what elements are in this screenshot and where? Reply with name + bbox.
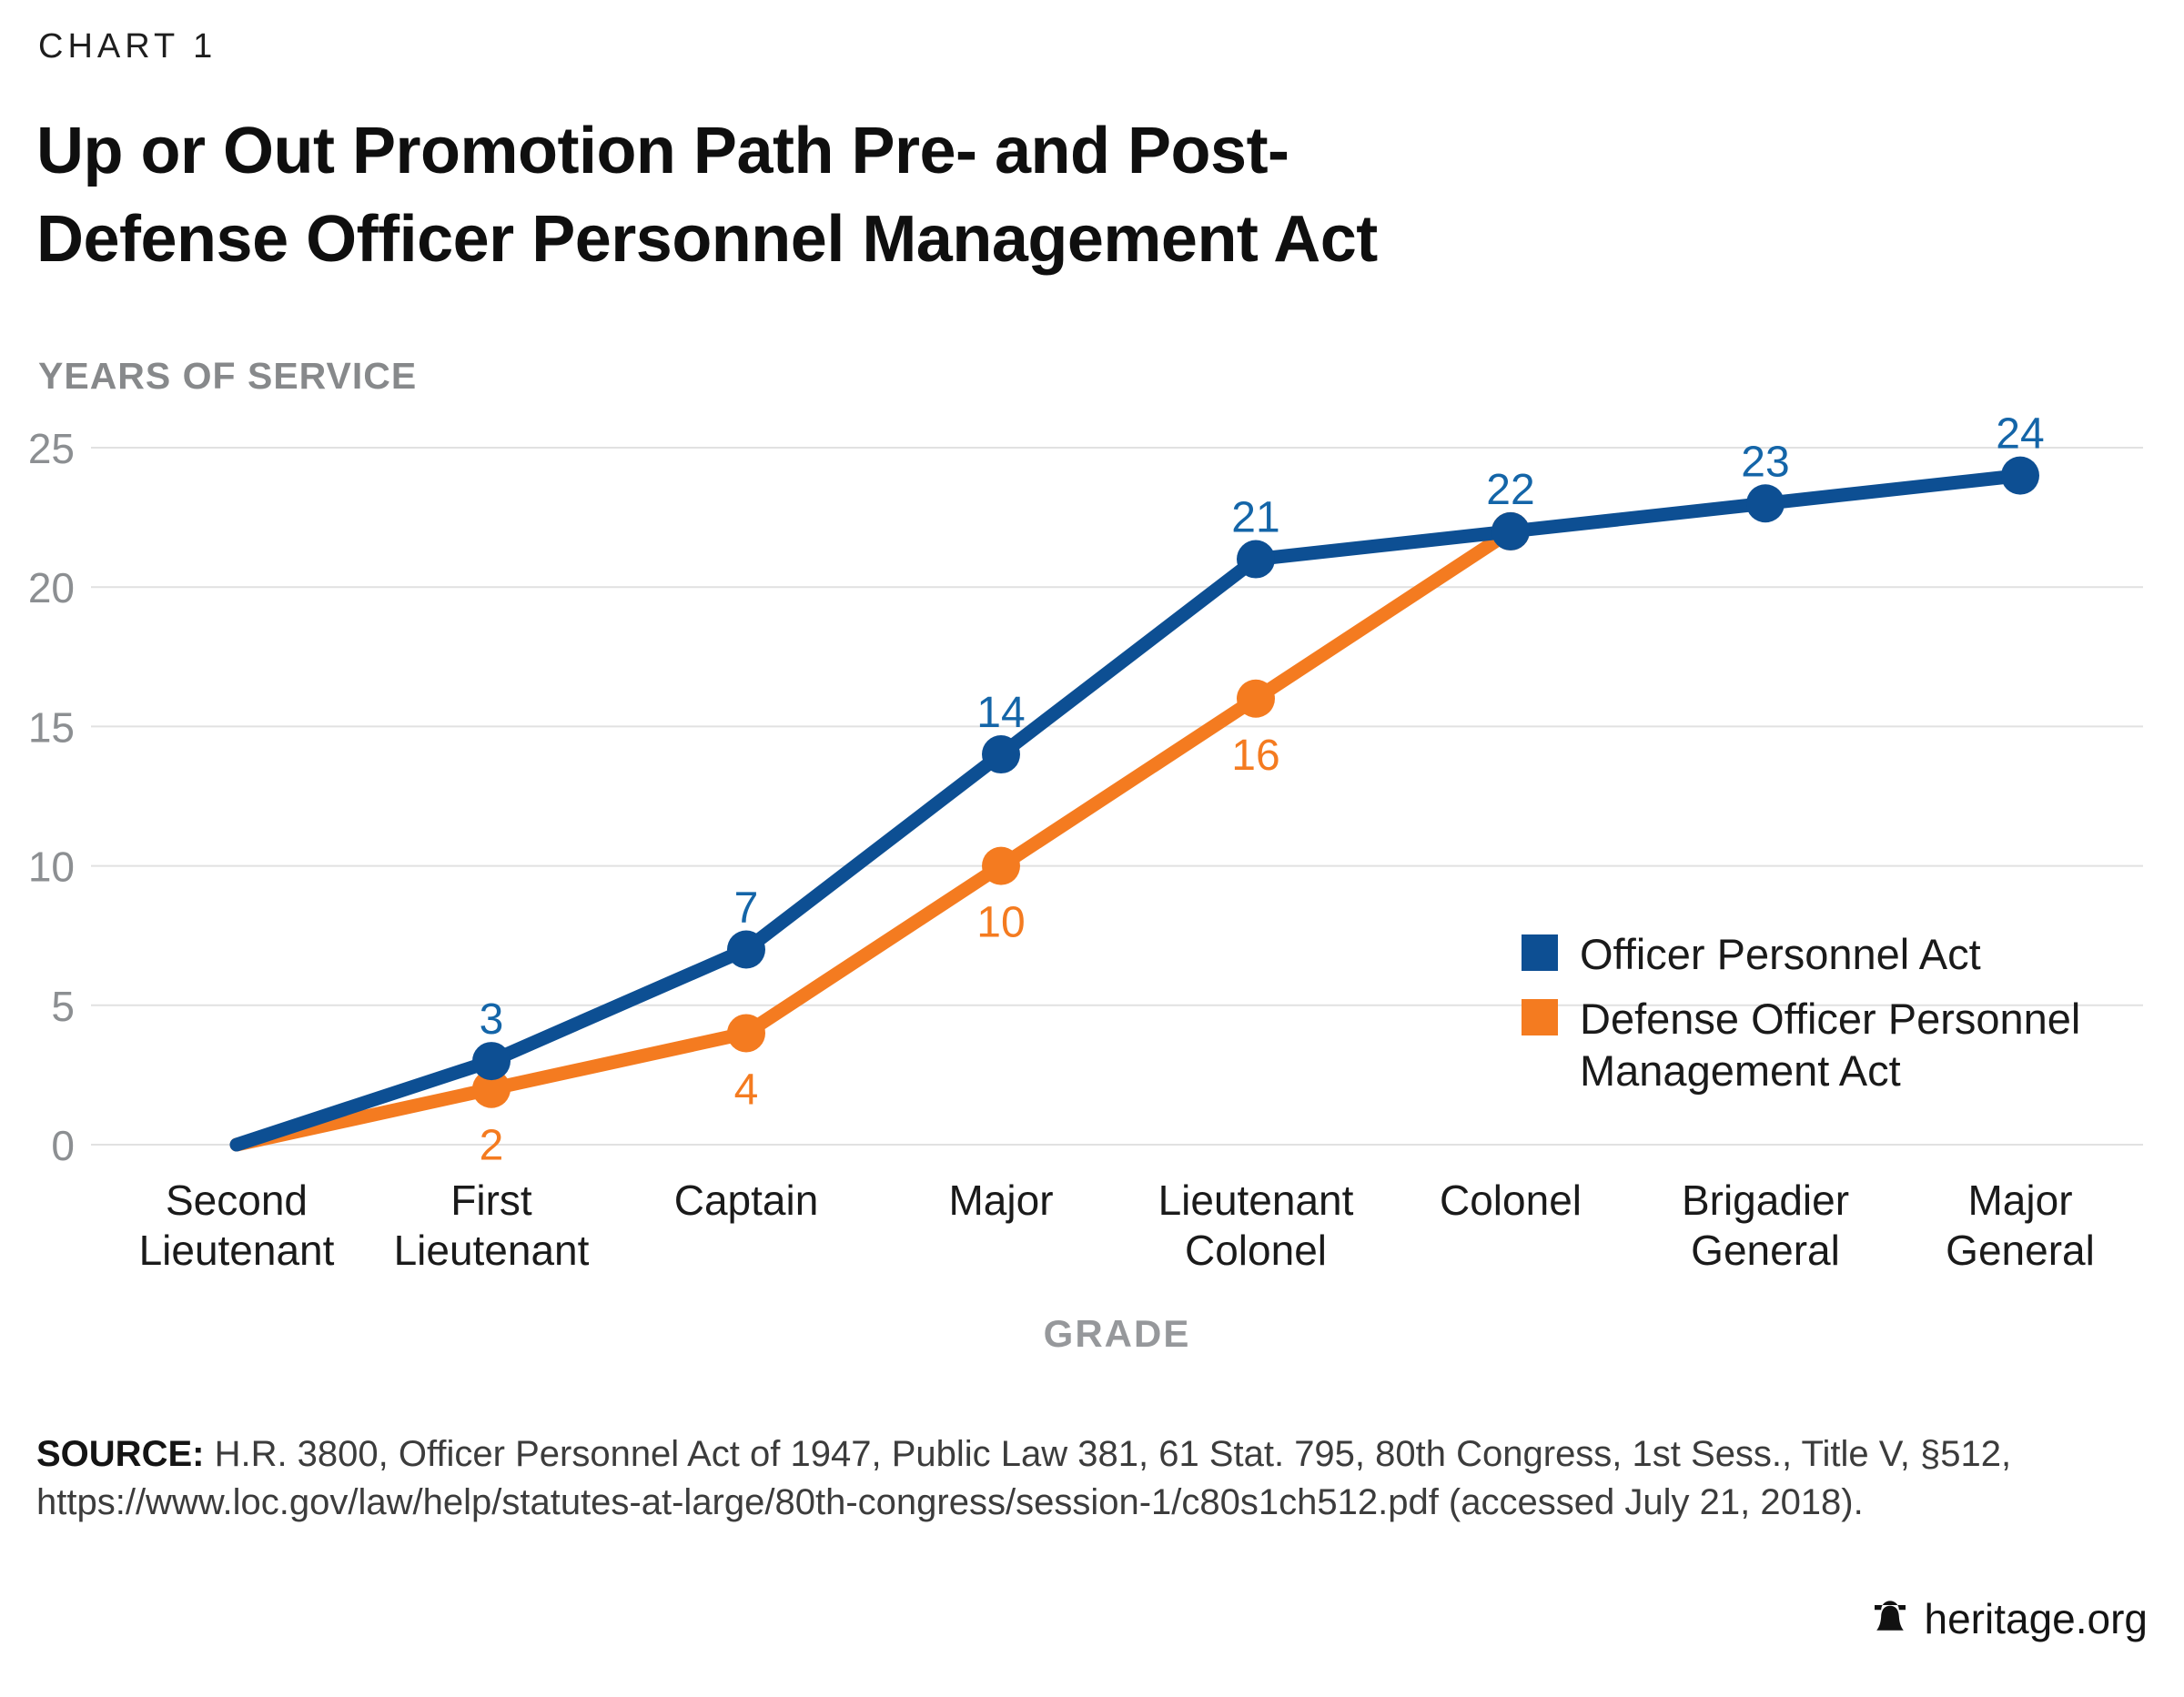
brand-text: heritage.org	[1924, 1595, 2149, 1642]
chart-title-line-1: Up or Out Promotion Path Pre- and Post-	[36, 115, 1289, 187]
x-category-label: Colonel	[1440, 1177, 1582, 1224]
data-point	[1746, 484, 1785, 523]
y-tick-label-20: 20	[28, 564, 75, 611]
data-point	[982, 846, 1020, 885]
x-category-label: Lieutenant Colonel	[1158, 1177, 1354, 1274]
data-label: 3	[480, 995, 504, 1044]
data-point	[1491, 511, 1530, 551]
y-tick-label-5: 5	[51, 983, 75, 1030]
y-tick-label-10: 10	[28, 843, 75, 891]
data-label: 21	[1231, 494, 1279, 542]
x-category-label: Second Lieutenant	[139, 1177, 335, 1274]
x-axis-title: GRADE	[1044, 1312, 1191, 1355]
data-point	[1237, 679, 1275, 718]
legend: Officer Personnel Act Defense Officer Pe…	[1522, 928, 2080, 1109]
data-point	[472, 1069, 511, 1108]
source-note: SOURCE: H.R. 3800, Officer Personnel Act…	[36, 1430, 2157, 1527]
data-label: 7	[734, 884, 759, 933]
source-line-1: SOURCE: H.R. 3800, Officer Personnel Act…	[36, 1434, 2012, 1474]
data-label: 23	[1741, 438, 1789, 486]
source-line-2: https://www.loc.gov/law/help/statutes-at…	[36, 1482, 1864, 1522]
chart-title: Up or Out Promotion Path Pre- and Post- …	[36, 107, 1378, 284]
data-point	[2001, 456, 2039, 495]
data-label: 22	[1486, 466, 1534, 514]
y-tick-label-25: 25	[28, 425, 75, 472]
legend-label: Defense Officer Personnel Management Act	[1580, 995, 2081, 1095]
heritage-brand: heritage.org	[1868, 1594, 2149, 1643]
y-tick-label-0: 0	[51, 1122, 75, 1169]
legend-swatch-orange	[1522, 999, 1558, 1035]
data-point	[727, 930, 765, 969]
data-label: 24	[1996, 410, 2044, 459]
legend-swatch-blue	[1522, 934, 1558, 971]
data-point	[472, 1042, 511, 1081]
data-point	[727, 1014, 765, 1053]
x-category-label: First Lieutenant	[394, 1177, 590, 1274]
legend-item-officer-personnel-act: Officer Personnel Act	[1522, 928, 2080, 980]
x-category-label: Captain	[674, 1177, 819, 1224]
data-label: 16	[1231, 732, 1279, 780]
chart-title-line-2: Defense Officer Personnel Management Act	[36, 203, 1378, 276]
x-category-label: Brigadier General	[1682, 1177, 1849, 1274]
data-point	[982, 735, 1020, 774]
chart-number-eyebrow: CHART 1	[38, 27, 217, 66]
data-label: 14	[976, 689, 1025, 737]
legend-label: Officer Personnel Act	[1580, 930, 1981, 978]
y-tick-label-15: 15	[28, 703, 75, 751]
y-axis-title: YEARS OF SERVICE	[38, 355, 418, 397]
data-label: 10	[976, 899, 1025, 947]
x-category-label: Major General	[1946, 1177, 2095, 1274]
series-line-dopma	[229, 524, 1518, 1152]
data-point	[1491, 511, 1530, 551]
data-label: 2	[480, 1122, 504, 1170]
data-point	[1237, 540, 1275, 579]
legend-item-defense-officer-personnel-management-act: Defense Officer Personnel Management Act	[1522, 993, 2080, 1096]
x-category-label: Major	[948, 1177, 1053, 1224]
source-label: SOURCE:	[36, 1434, 205, 1474]
liberty-bell-icon	[1868, 1597, 1912, 1641]
data-label: 4	[734, 1066, 759, 1114]
